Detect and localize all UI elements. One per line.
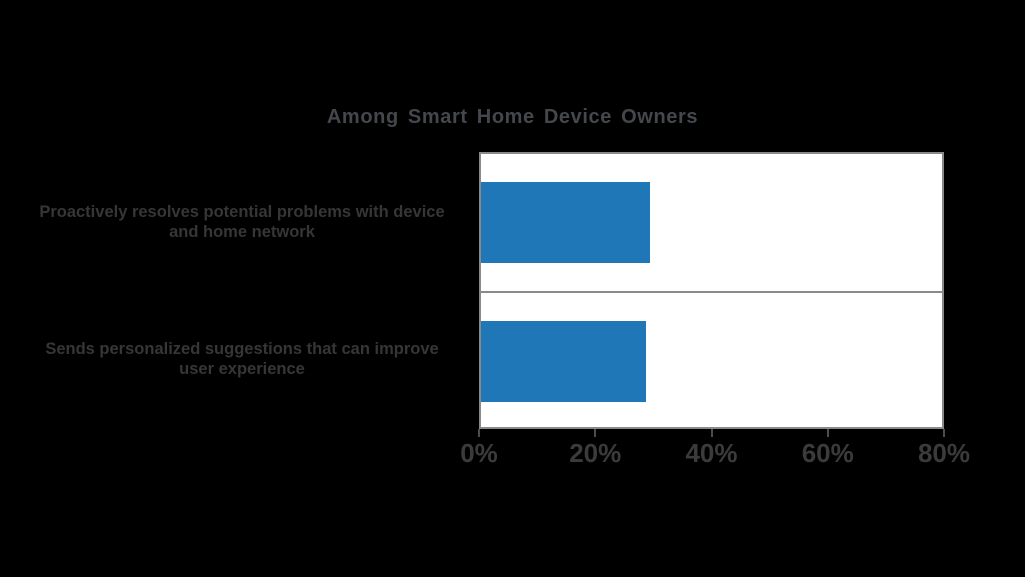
category-label-line: and home network [169, 223, 315, 241]
chart-title: Among Smart Home Device Owners [326, 106, 699, 128]
category-label-line: Proactively resolves potential problems … [39, 203, 445, 221]
x-axis-tick-label: 60% [801, 438, 854, 468]
x-axis-tick [594, 429, 597, 437]
x-axis-tick [826, 429, 829, 437]
category-row [481, 293, 942, 430]
x-axis-tick-label: 0% [460, 438, 498, 468]
x-axis-tick-label: 80% [917, 438, 971, 468]
x-axis-tick [710, 429, 713, 437]
plot-area [479, 152, 944, 429]
x-axis-tick [943, 429, 945, 437]
category-label-sends-suggestions: Sends personalized suggestions that can … [13, 339, 471, 379]
x-axis-tick [478, 429, 480, 437]
x-axis-tick-label: 20% [569, 438, 622, 468]
x-axis-tick-label: 40% [685, 438, 738, 468]
bar-proactively-resolves [481, 182, 651, 263]
category-label-line: user experience [179, 360, 305, 378]
bar-sends-suggestions [481, 321, 647, 402]
category-row [481, 154, 942, 293]
category-label-proactively-resolves: Proactively resolves potential problems … [13, 202, 471, 242]
category-label-line: Sends personalized suggestions that can … [45, 340, 439, 358]
